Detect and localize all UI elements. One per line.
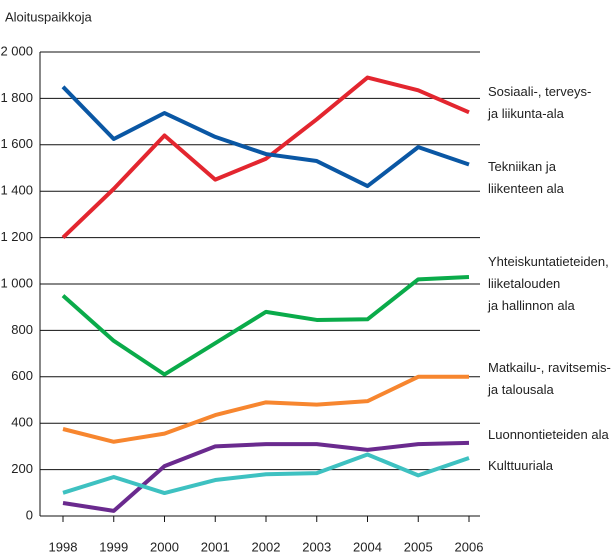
y-tick-label: 1 600 <box>0 136 33 151</box>
y-tick-label: 1 000 <box>0 275 33 290</box>
y-tick-label: 2 000 <box>0 43 33 58</box>
y-tick-label: 600 <box>11 368 33 383</box>
y-tick-label: 1 800 <box>0 90 33 105</box>
series-line <box>62 452 470 496</box>
series-line <box>61 275 470 377</box>
legend-label: Luonnontieteiden ala <box>488 427 609 442</box>
x-tick-label: 2006 <box>455 539 484 554</box>
x-tick-label: 2002 <box>252 539 281 554</box>
legend-label: Yhteiskuntatieteiden, liiketalouden ja h… <box>488 254 609 313</box>
x-tick-label: 2005 <box>404 539 433 554</box>
y-tick-label: 400 <box>11 415 33 430</box>
legend-label: Tekniikan ja liikenteen ala <box>488 159 564 196</box>
y-tick-label: 200 <box>11 461 33 476</box>
x-tick-label: 1998 <box>49 539 78 554</box>
legend-label: Matkailu-, ravitsemis- ja talousala <box>488 360 611 397</box>
x-tick-label: 2004 <box>353 539 382 554</box>
legend-label: Sosiaali-, terveys- ja liikunta-ala <box>488 84 592 121</box>
y-tick-label: 1 400 <box>0 183 33 198</box>
x-tick-label: 2003 <box>302 539 331 554</box>
series-line <box>61 85 470 189</box>
series-line <box>62 440 470 513</box>
x-tick-label: 1999 <box>99 539 128 554</box>
series-line <box>62 374 469 444</box>
y-tick-label: 1 200 <box>0 229 33 244</box>
legend-label: Kulttuuriala <box>488 458 554 473</box>
y-tick-label: 800 <box>11 322 33 337</box>
x-tick-label: 2000 <box>150 539 179 554</box>
x-tick-label: 2001 <box>201 539 230 554</box>
y-axis-label: Aloituspaikkoja <box>5 9 92 24</box>
y-tick-label: 0 <box>26 507 33 522</box>
series-line <box>61 75 470 240</box>
